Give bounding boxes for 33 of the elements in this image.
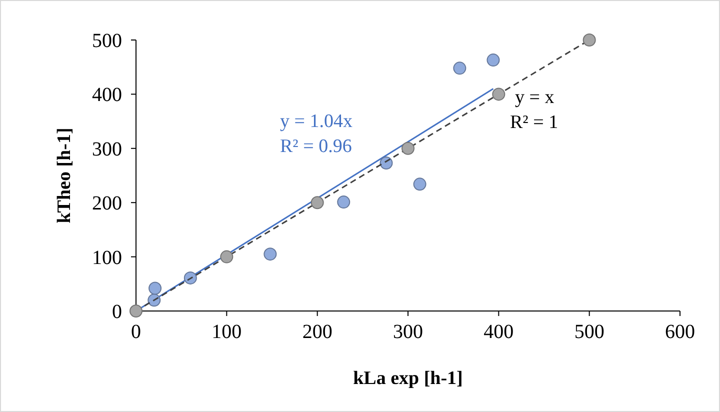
y-tick-label: 300 [92,138,122,160]
point [184,271,197,284]
annotation: y = 1.04x [280,111,353,132]
x-tick-label: 200 [302,321,332,343]
point [492,88,506,101]
annotation: R² = 0.96 [280,136,352,157]
y-tick-label: 200 [92,192,122,215]
point [582,34,596,46]
point [486,54,500,67]
y-tick-label: 400 [92,84,122,106]
point [402,142,414,155]
point [413,178,426,191]
x-tick-label: 100 [212,321,242,343]
point [130,304,142,318]
annotation: y = x [515,87,555,108]
x-tick-label: 500 [574,321,604,343]
x-axis-title: kLa exp [h-1] [353,368,463,389]
y-tick-label: 0 [112,301,122,323]
point [220,250,234,264]
point [148,282,162,295]
x-tick-label: 0 [131,321,141,343]
annotation: R² = 1 [510,112,558,133]
x-tick-label: 600 [665,321,695,343]
point [148,294,161,307]
y-tick-label: 500 [92,30,122,52]
x-tick-label: 400 [484,321,514,343]
point [264,248,277,261]
y-axis-title: kTheo [h-1] [54,128,75,224]
x-tick-label: 300 [393,321,423,343]
point [337,196,350,209]
y-tick-label: 100 [92,246,122,269]
point [310,196,324,210]
point [453,62,466,75]
